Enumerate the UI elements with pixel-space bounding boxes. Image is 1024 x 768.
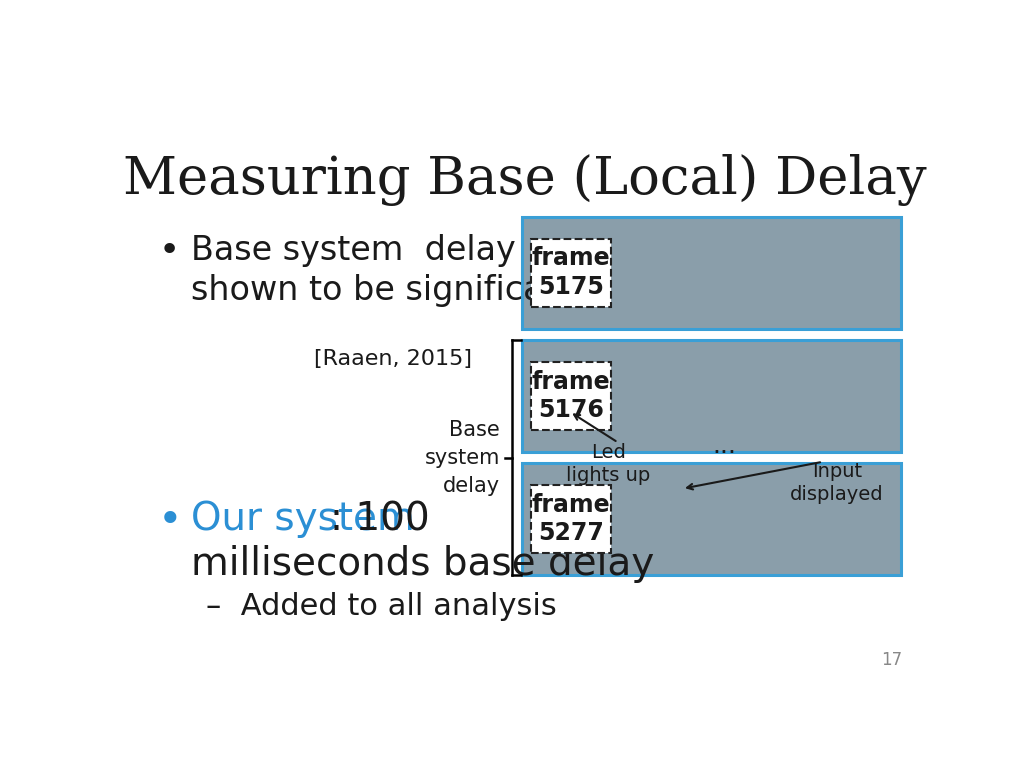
Text: Measuring Base (Local) Delay: Measuring Base (Local) Delay — [123, 154, 927, 207]
FancyBboxPatch shape — [521, 463, 901, 575]
Text: ...: ... — [713, 434, 736, 458]
Text: frame
5277: frame 5277 — [531, 493, 610, 545]
FancyBboxPatch shape — [531, 485, 610, 553]
Text: •: • — [158, 500, 182, 542]
Text: shown to be significant: shown to be significant — [191, 274, 579, 307]
Text: milliseconds base delay: milliseconds base delay — [191, 545, 654, 583]
FancyBboxPatch shape — [521, 217, 901, 329]
Text: Input
displayed: Input displayed — [791, 462, 884, 505]
FancyBboxPatch shape — [521, 340, 901, 452]
Text: Base
system
delay: Base system delay — [424, 419, 500, 495]
Text: : 100: : 100 — [331, 500, 430, 538]
FancyBboxPatch shape — [531, 239, 610, 306]
Text: Base system  delay: Base system delay — [191, 234, 516, 267]
Text: Our system: Our system — [191, 500, 416, 538]
Text: frame
5175: frame 5175 — [531, 247, 610, 299]
Text: 17: 17 — [881, 650, 902, 669]
Text: [Raaen, 2015]: [Raaen, 2015] — [314, 349, 472, 369]
Text: •: • — [158, 234, 179, 268]
Text: frame
5176: frame 5176 — [531, 369, 610, 422]
Text: Led
lights up: Led lights up — [566, 442, 650, 485]
FancyBboxPatch shape — [531, 362, 610, 430]
Text: –  Added to all analysis: – Added to all analysis — [206, 592, 556, 621]
